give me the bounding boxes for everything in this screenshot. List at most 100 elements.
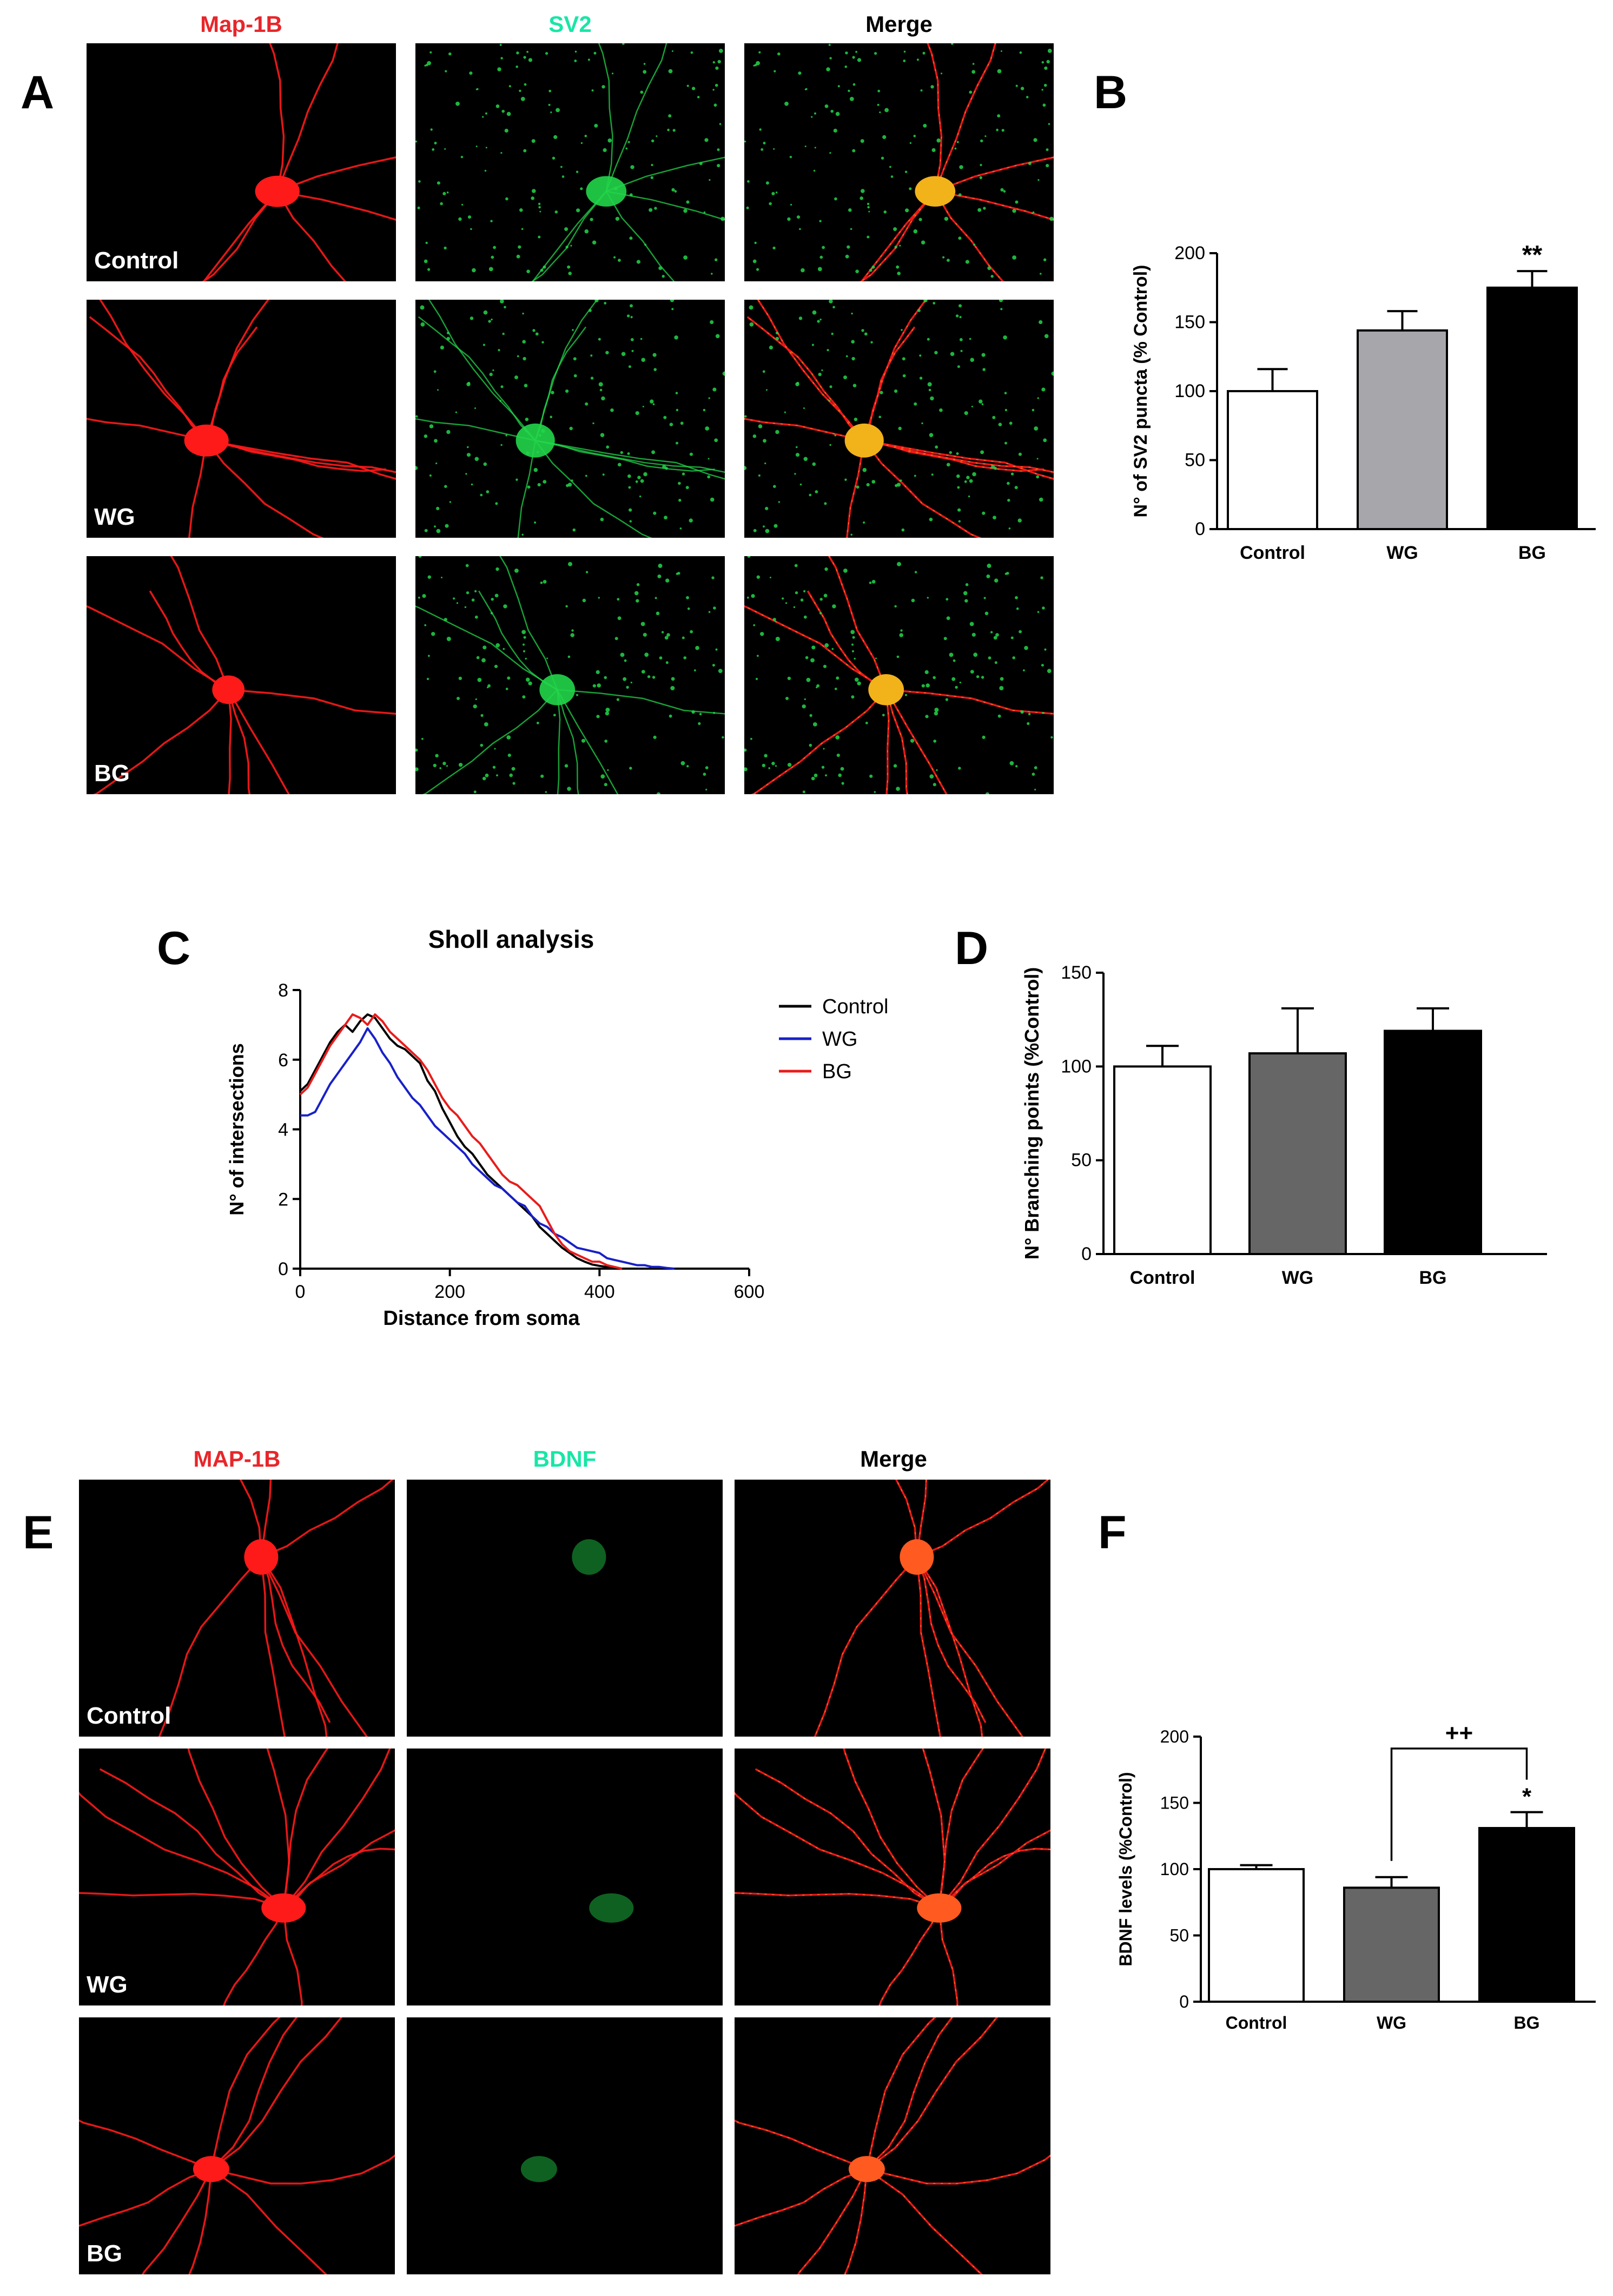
legend-label-wg: WG bbox=[822, 1028, 857, 1051]
panel-letter-e: E bbox=[23, 1507, 54, 1559]
condition-label-bg: BG bbox=[87, 2240, 122, 2267]
x-tick-label-wg: WG bbox=[1377, 2013, 1406, 2033]
neuron-image bbox=[735, 2017, 1050, 2274]
significance-marker: * bbox=[1522, 1784, 1532, 1810]
panel-e-micrograph-wg-red: WG bbox=[79, 1749, 395, 2005]
chart-d-svg: 0 50 100 150 N° Branching points (%Control) C… bbox=[1021, 962, 1547, 1288]
column-header-sv2: SV2 bbox=[548, 11, 592, 37]
y-tick-label: 200 bbox=[1160, 1727, 1189, 1746]
chart-f-bdnf-levels: 0 50 100 150 200 BDNF levels (%Control) Contro… bbox=[1098, 1704, 1601, 2072]
neuron-image bbox=[735, 1749, 1050, 2005]
panel-a-micrograph-wg-green bbox=[415, 300, 725, 538]
neuron-rendering bbox=[79, 1749, 395, 2005]
y-tick-label: 150 bbox=[1174, 312, 1205, 333]
y-tick-label: 100 bbox=[1061, 1056, 1092, 1077]
neuron-rendering bbox=[589, 1893, 634, 1923]
bar-control bbox=[1227, 390, 1318, 530]
bar-control bbox=[1113, 1065, 1212, 1255]
x-tick-label: 400 bbox=[584, 1282, 615, 1302]
chart-title: Sholl analysis bbox=[428, 925, 594, 953]
panel-a-micrograph-wg-merge bbox=[744, 300, 1054, 538]
neuron-image bbox=[520, 2156, 557, 2182]
bar-wg bbox=[1248, 1052, 1347, 1255]
neuron-image bbox=[744, 556, 1054, 794]
condition-label-wg: WG bbox=[94, 504, 135, 530]
x-tick-label: 0 bbox=[295, 1282, 306, 1302]
bar-bg bbox=[1384, 1030, 1482, 1255]
x-tick-label: 600 bbox=[734, 1282, 765, 1302]
neuron-image bbox=[79, 1749, 395, 2005]
y-tick-label: 100 bbox=[1160, 1859, 1189, 1879]
condition-label-wg: WG bbox=[87, 1971, 128, 1998]
x-tick-label-wg: WG bbox=[1386, 543, 1418, 563]
panel-e-micrograph-bg-merge bbox=[735, 2017, 1050, 2274]
panel-e-micrograph-control-green bbox=[407, 1480, 723, 1737]
chart-b-svg: 0 50 100 150 200 N° of SV2 puncta (% Control)… bbox=[1131, 241, 1596, 563]
column-header-merge-e: Merge bbox=[860, 1446, 927, 1472]
neuron-image bbox=[415, 43, 725, 281]
panel-letter-a: A bbox=[21, 67, 55, 118]
neuron-image bbox=[202, 43, 396, 281]
legend-label-bg: BG bbox=[822, 1060, 852, 1083]
panel-a-micrograph-wg-red: WG bbox=[87, 300, 396, 538]
bar-bg bbox=[1478, 1827, 1575, 2003]
series-line-control bbox=[299, 1013, 630, 1270]
neuron-image bbox=[744, 300, 1054, 538]
y-tick-label: 200 bbox=[1174, 243, 1205, 263]
y-tick-label: 50 bbox=[1185, 450, 1205, 471]
chart-b-sv2-puncta: 0 50 100 150 200 N° of SV2 puncta (% Control)… bbox=[1114, 216, 1601, 595]
series-line-bg bbox=[299, 1013, 623, 1270]
y-tick-label: 8 bbox=[278, 980, 288, 1001]
column-header-map1b: Map-1B bbox=[200, 11, 282, 37]
neuron-image bbox=[79, 2017, 395, 2274]
bar-bg bbox=[1486, 286, 1578, 530]
condition-label-bg: BG bbox=[94, 760, 130, 787]
chart-c-svg: Sholl analysis 0 2 4 6 8 0 200 400 600 Distance fr… bbox=[226, 925, 889, 1330]
y-axis-label: N° Branching points (%Control) bbox=[1021, 967, 1043, 1259]
y-axis-label: BDNF levels (%Control) bbox=[1116, 1772, 1135, 1966]
panel-a-micrograph-control-green bbox=[415, 43, 725, 281]
neuron-rendering bbox=[415, 300, 725, 538]
neuron-rendering bbox=[79, 2017, 395, 2274]
x-axis-label: Distance from soma bbox=[383, 1307, 580, 1330]
neuron-image bbox=[415, 556, 725, 794]
legend-label-control: Control bbox=[822, 995, 889, 1018]
neuron-rendering bbox=[814, 1480, 1049, 1737]
neuron-image bbox=[87, 556, 396, 794]
panel-a-micrograph-control-merge bbox=[744, 43, 1054, 281]
comparison-bracket bbox=[1390, 1747, 1528, 1861]
neuron-rendering bbox=[415, 43, 725, 281]
x-tick-label-bg: BG bbox=[1419, 1268, 1447, 1288]
neuron-rendering bbox=[158, 1480, 394, 1737]
neuron-image bbox=[158, 1480, 394, 1737]
panel-e-micrograph-control-red: Control bbox=[79, 1480, 395, 1737]
column-header-map1b-e: MAP-1B bbox=[193, 1446, 281, 1472]
x-tick-label-control: Control bbox=[1240, 543, 1305, 563]
bar-wg bbox=[1343, 1886, 1440, 2003]
neuron-image bbox=[589, 1893, 634, 1923]
y-tick-label: 0 bbox=[1081, 1244, 1092, 1264]
panel-letter-c: C bbox=[157, 922, 191, 974]
panel-a-micrograph-bg-red: BG bbox=[87, 556, 396, 794]
y-tick-label: 0 bbox=[1179, 1992, 1189, 2011]
series-line-wg bbox=[300, 1027, 675, 1270]
x-tick-label: 200 bbox=[434, 1282, 465, 1302]
neuron-image bbox=[415, 300, 725, 538]
panel-a-micrograph-control-red: Control bbox=[87, 43, 396, 281]
chart-f-svg: 0 50 100 150 200 BDNF levels (%Control) Contro… bbox=[1116, 1720, 1596, 2033]
y-tick-label: 2 bbox=[278, 1189, 288, 1210]
significance-marker: ** bbox=[1522, 241, 1543, 269]
y-axis-label: N° of SV2 puncta (% Control) bbox=[1131, 265, 1151, 518]
panel-e-micrograph-wg-green bbox=[407, 1749, 723, 2005]
neuron-image bbox=[572, 1539, 606, 1575]
neuron-image bbox=[744, 43, 1054, 281]
neuron-rendering bbox=[735, 1749, 1050, 2005]
panel-letter-f: F bbox=[1098, 1507, 1127, 1559]
panel-a-micrograph-bg-merge bbox=[744, 556, 1054, 794]
panel-e-micrograph-bg-green bbox=[407, 2017, 723, 2274]
neuron-rendering bbox=[572, 1539, 606, 1575]
chart-d-branching-points: 0 50 100 150 N° Branching points (%Control) C… bbox=[1017, 936, 1558, 1315]
condition-label-control: Control bbox=[87, 1703, 171, 1729]
column-header-bdnf: BDNF bbox=[533, 1446, 597, 1472]
neuron-rendering bbox=[415, 556, 725, 794]
